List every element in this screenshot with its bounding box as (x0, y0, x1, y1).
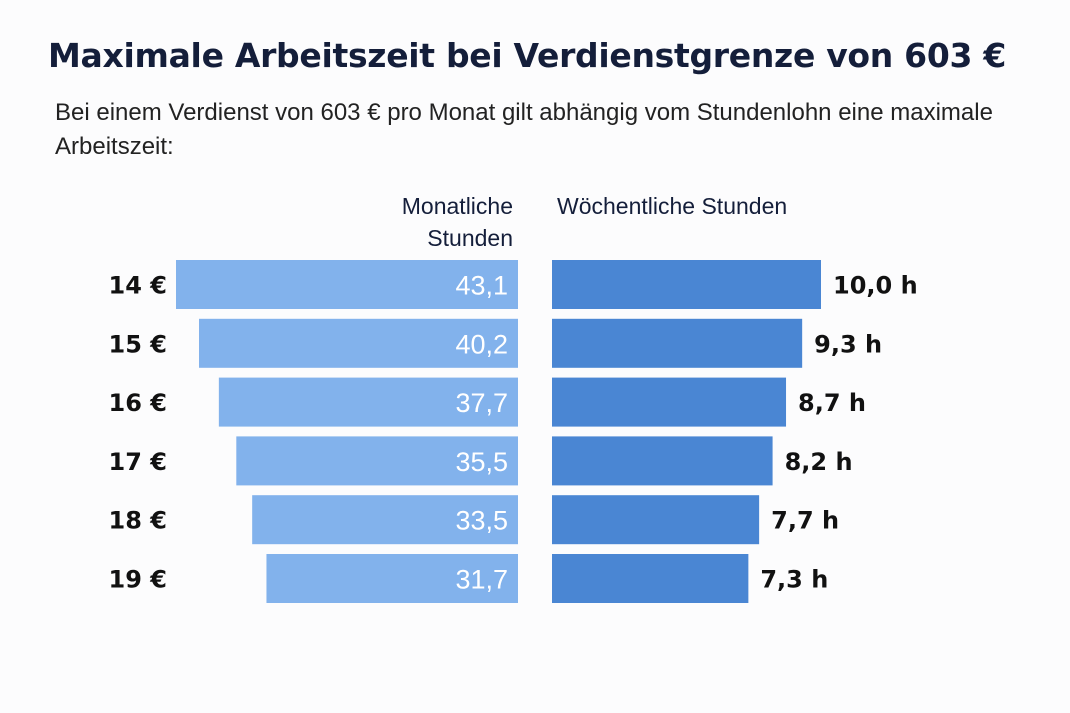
bar-weekly-hours (552, 554, 749, 603)
header-monthly-line2: Stunden (427, 225, 513, 251)
value-label-weekly: 10,0 h (833, 272, 918, 300)
header-weekly-hours: Wöchentliche Stunden (557, 193, 788, 219)
header-monthly-line1: Monatliche (401, 193, 513, 219)
bar-weekly-hours (552, 377, 787, 427)
bar-weekly-hours (552, 318, 803, 368)
bar-monthly-hours (199, 318, 518, 368)
value-label-monthly: 37,7 (455, 388, 508, 418)
category-label: 17 € (109, 448, 167, 476)
value-label-weekly: 8,2 h (785, 448, 853, 476)
category-label: 18 € (109, 507, 167, 535)
value-label-weekly: 9,3 h (814, 330, 882, 358)
bar-weekly-hours (552, 436, 773, 486)
value-label-weekly: 7,7 h (771, 507, 839, 535)
value-label-monthly: 35,5 (455, 447, 508, 477)
value-label-monthly: 31,7 (455, 565, 508, 595)
value-label-monthly: 33,5 (455, 506, 508, 536)
value-label-monthly: 40,2 (455, 329, 508, 359)
category-label: 14 € (109, 272, 167, 300)
bar-monthly-hours (252, 495, 518, 545)
value-label-monthly: 43,1 (455, 271, 508, 301)
category-label: 15 € (109, 330, 167, 358)
bar-monthly-hours (266, 554, 518, 603)
bar-weekly-hours (552, 260, 821, 309)
value-label-weekly: 8,7 h (798, 389, 866, 417)
category-label: 19 € (109, 566, 167, 594)
bar-monthly-hours (236, 436, 518, 486)
value-label-weekly: 7,3 h (760, 566, 828, 594)
bar-monthly-hours (176, 260, 518, 309)
category-label: 16 € (109, 389, 167, 417)
chart-title: Maximale Arbeitszeit bei Verdienstgrenze… (48, 36, 1007, 75)
bar-weekly-hours (552, 495, 760, 545)
chart-subtitle: Bei einem Verdienst von 603 € pro Monat … (55, 99, 993, 160)
bar-monthly-hours (218, 377, 518, 427)
header-monthly-hours: Monatliche Stunden (313, 190, 513, 254)
